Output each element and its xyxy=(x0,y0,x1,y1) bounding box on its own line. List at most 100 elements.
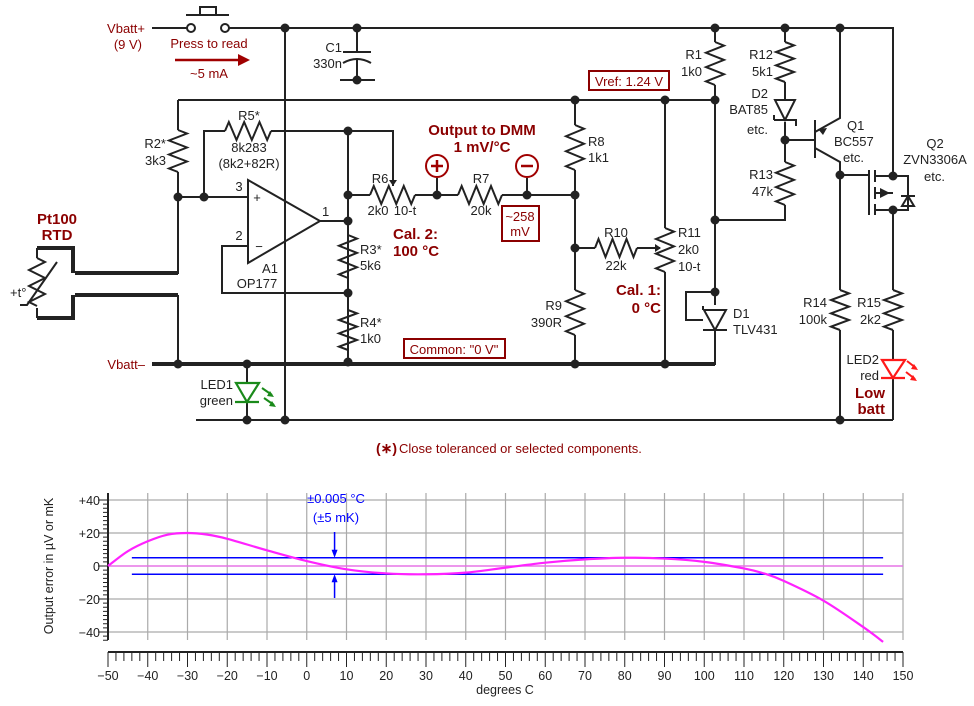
chart-ticks: +40 +20 0 −20 −40 −50 −40 −30 −20 −10 0 10 20 30 40 50 6… xyxy=(79,493,913,683)
r9-resistor xyxy=(563,289,587,336)
x-tick-label: 130 xyxy=(813,669,834,683)
r1-label: R1 xyxy=(685,47,702,62)
d2-schottky xyxy=(773,99,797,126)
junction-dot xyxy=(780,135,790,145)
tolerance-annotation-mk: (±5 mK) xyxy=(313,510,359,525)
r11-resistor[interactable] xyxy=(653,227,677,273)
junction-dot xyxy=(570,95,580,105)
opamp-pin-3: 3 xyxy=(235,179,242,194)
q2-mosfet xyxy=(840,170,894,290)
output-offset-unit: mV xyxy=(510,224,530,239)
r6-type: 10-t xyxy=(394,203,417,218)
opamp-minus-sign: − xyxy=(255,239,263,254)
r4-label: R4* xyxy=(360,315,382,330)
junction-dot xyxy=(343,190,353,200)
r9-value: 390R xyxy=(531,315,562,330)
vbatt-minus-label: Vbatt– xyxy=(107,357,145,372)
junction-dot xyxy=(570,190,580,200)
junction-dot xyxy=(352,23,362,33)
r3-label: R3* xyxy=(360,242,382,257)
output-plus-terminal[interactable] xyxy=(425,154,449,178)
q1-label: Q1 xyxy=(847,118,864,133)
x-tick-label: 50 xyxy=(499,669,513,683)
r12-label: R12 xyxy=(749,47,773,62)
x-axis-label: degrees C xyxy=(476,683,534,697)
tolerance-band xyxy=(131,532,884,598)
output-scale: 1 mV/°C xyxy=(454,139,511,156)
r15-label: R15 xyxy=(857,295,881,310)
junction-dot xyxy=(352,75,362,85)
junction-dot xyxy=(780,23,790,33)
r5-resistor xyxy=(224,119,272,143)
r10-value: 22k xyxy=(606,258,627,273)
sensor-temp-label: +t° xyxy=(10,285,26,300)
junction-dot xyxy=(888,171,898,181)
r5-value-detail: (8k2+82R) xyxy=(218,156,279,171)
r7-label: R7 xyxy=(473,171,490,186)
r15-resistor xyxy=(881,289,905,331)
chart-grid xyxy=(107,493,904,640)
junction-dot xyxy=(343,288,353,298)
x-tick-label: 120 xyxy=(773,669,794,683)
vref-label: Vref: 1.24 V xyxy=(595,74,663,89)
led1-color: green xyxy=(200,393,233,408)
r2-value: 3k3 xyxy=(145,153,166,168)
sensor-type: RTD xyxy=(42,227,73,244)
c1-label: C1 xyxy=(325,40,342,55)
junction-dot xyxy=(280,415,290,425)
junction-dot xyxy=(432,190,442,200)
junction-dot xyxy=(888,205,898,215)
q1-part: BC557 xyxy=(834,134,874,149)
d1-tlv431 xyxy=(702,306,728,333)
x-tick-label: 100 xyxy=(694,669,715,683)
x-tick-label: 80 xyxy=(618,669,632,683)
common-box xyxy=(403,338,506,359)
switch-label: Press to read xyxy=(170,36,247,51)
r8-label: R8 xyxy=(588,134,605,149)
junction-dot xyxy=(522,190,532,200)
junction-dot xyxy=(835,170,845,180)
vbatt-plus-label: Vbatt+ xyxy=(107,21,145,36)
output-offset-value: ~258 xyxy=(505,209,534,224)
r11-type: 10-t xyxy=(678,259,701,274)
d2-label: D2 xyxy=(751,86,768,101)
opamp-name: A1 xyxy=(262,261,278,276)
r2-label: R2* xyxy=(144,136,166,151)
r11-label: R11 xyxy=(678,225,701,240)
x-tick-label: 20 xyxy=(379,669,393,683)
x-tick-label: −20 xyxy=(217,669,238,683)
junction-dot xyxy=(343,357,353,367)
junction-dot xyxy=(710,23,720,33)
junction-dot xyxy=(199,192,209,202)
led2-color: red xyxy=(860,368,879,383)
wires xyxy=(20,6,918,421)
d2-etc: etc. xyxy=(747,122,768,137)
q2-etc: etc. xyxy=(924,169,945,184)
led1-label: LED1 xyxy=(200,377,233,392)
junction-dot xyxy=(835,23,845,33)
cal1-label: Cal. 1: xyxy=(616,282,661,299)
push-switch[interactable] xyxy=(186,6,230,33)
cal2-temp: 100 °C xyxy=(393,243,439,260)
junction-dot xyxy=(835,415,845,425)
r1-resistor xyxy=(703,41,727,86)
r4-resistor xyxy=(336,309,360,351)
output-minus-terminal[interactable] xyxy=(515,154,539,178)
junction-dot xyxy=(660,95,670,105)
r5-label: R5* xyxy=(238,108,260,123)
r6-resistor[interactable] xyxy=(369,183,416,207)
q2-body-diode xyxy=(893,175,916,211)
x-tick-label: −40 xyxy=(137,669,158,683)
junction-dots xyxy=(173,23,898,425)
junction-dot xyxy=(710,215,720,225)
r3-value: 5k6 xyxy=(360,258,381,273)
x-tick-label: 70 xyxy=(578,669,592,683)
c1-capacitor xyxy=(340,28,375,81)
rtd-thermal-slash xyxy=(20,261,58,306)
tolerance-arrow-heads xyxy=(331,549,338,583)
y-tick-label: −40 xyxy=(79,626,100,640)
r2-resistor xyxy=(166,129,190,173)
r13-value: 47k xyxy=(752,184,773,199)
x-tick-label: 0 xyxy=(303,669,310,683)
